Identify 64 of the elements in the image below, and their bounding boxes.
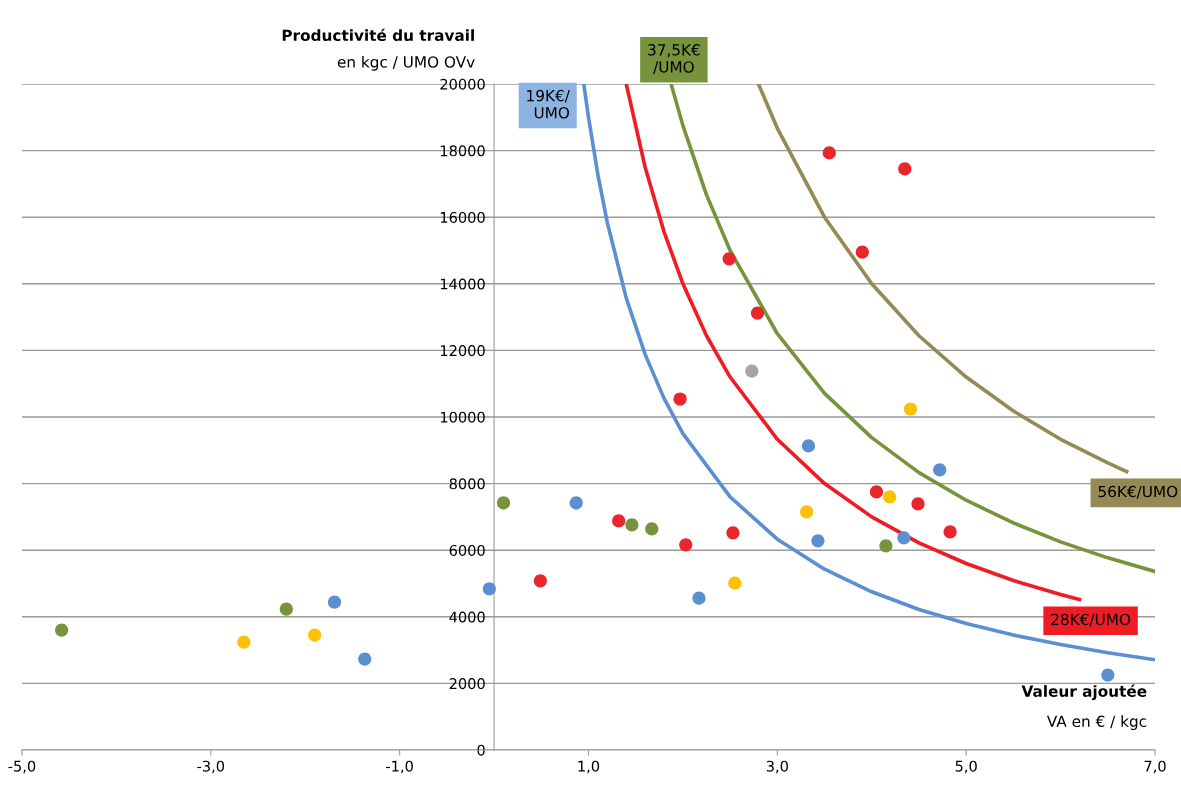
point <box>869 485 884 499</box>
point <box>1101 668 1115 682</box>
x-tick-label: -5,0 <box>8 760 36 774</box>
point <box>496 496 511 510</box>
point <box>855 245 869 259</box>
point <box>308 628 322 642</box>
point <box>279 602 293 616</box>
point <box>358 652 372 666</box>
y-tick-label: 12000 <box>440 345 485 357</box>
x-tick-label: -1,0 <box>386 760 413 774</box>
y-tick-label: 10000 <box>440 411 485 423</box>
point <box>625 518 639 532</box>
series-label: 37,5K€ /UMO <box>648 44 700 74</box>
y-tick-label: 8000 <box>449 478 485 490</box>
point <box>879 539 893 553</box>
point <box>897 531 911 545</box>
point <box>750 306 765 320</box>
series-label: 28K€/UMO <box>1051 613 1131 627</box>
point <box>533 574 547 588</box>
x-tick-label: 5,0 <box>955 760 977 774</box>
point <box>645 522 659 536</box>
x-axis-title: Valeur ajoutée <box>1021 684 1147 701</box>
point <box>943 525 957 539</box>
point <box>692 591 706 605</box>
point <box>728 576 742 590</box>
y-tick-label: 20000 <box>440 78 485 90</box>
point <box>903 402 918 416</box>
x-tick-label: 1,0 <box>578 760 600 774</box>
x-tick-label: 7,0 <box>1144 760 1166 774</box>
point <box>327 595 342 609</box>
y-tick-label: 18000 <box>440 145 485 157</box>
y-axis-title: Productivité du travail <box>282 28 474 42</box>
x-tick-label: 3,0 <box>766 760 788 774</box>
y-tick-label: 14000 <box>440 278 485 290</box>
line-series <box>756 83 1129 474</box>
point <box>933 463 947 477</box>
point <box>55 623 69 637</box>
y-tick-label: 2000 <box>449 678 485 690</box>
series-label: 56K€/UMO <box>1098 485 1178 499</box>
point <box>482 582 496 596</box>
text: en kgc / UMO OVv <box>337 55 475 71</box>
point <box>911 497 925 511</box>
y-tick-label: 16000 <box>440 211 485 223</box>
point <box>673 392 687 406</box>
x-tick-label: -3,0 <box>197 760 225 774</box>
y-tick-label: 6000 <box>449 544 485 556</box>
point <box>811 534 825 548</box>
series-label: 19K€/ UMO <box>527 89 570 119</box>
point <box>800 505 814 519</box>
point <box>612 514 626 528</box>
annotation: VA en € / kgc <box>1046 715 1147 731</box>
line-series <box>624 83 1082 602</box>
point <box>898 162 912 176</box>
point <box>722 252 736 266</box>
point <box>569 496 583 510</box>
point <box>801 439 816 453</box>
y-tick-label: 0 <box>477 744 485 756</box>
point <box>745 364 759 378</box>
point <box>237 635 251 649</box>
point <box>822 146 836 160</box>
point <box>726 526 740 540</box>
point <box>883 490 897 504</box>
point <box>679 538 693 552</box>
y-tick-label: 4000 <box>449 611 485 623</box>
